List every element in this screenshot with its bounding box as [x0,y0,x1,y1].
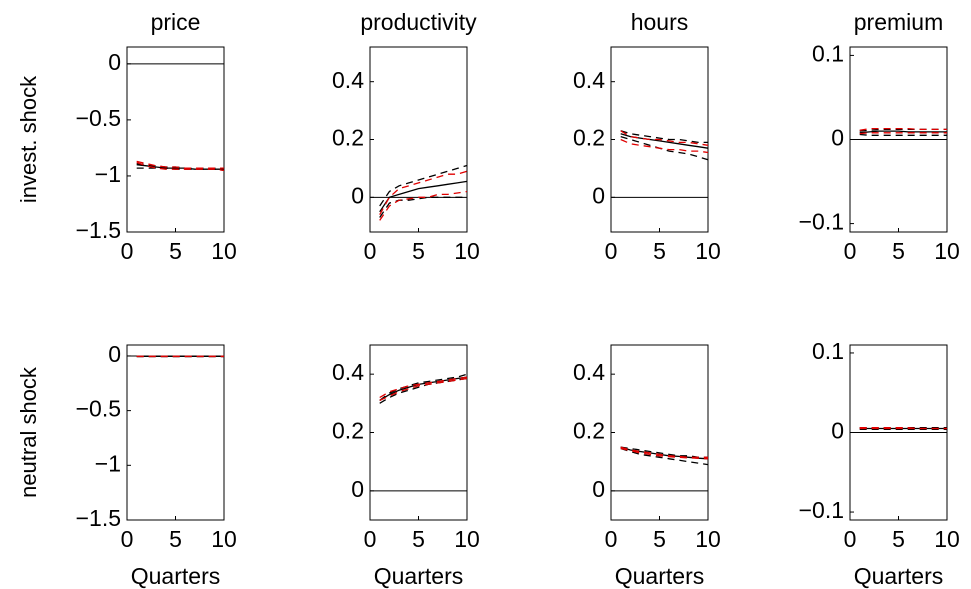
x-axis-label: Quarters [615,563,704,589]
x-tick-label: 5 [412,238,425,264]
series-line [859,127,947,131]
y-tick-label: 0 [351,476,364,502]
y-tick-label: 0.4 [332,67,364,93]
x-axis-label: Quarters [374,563,463,589]
y-tick-label: 0.2 [573,418,605,444]
series-line [620,138,709,154]
x-axis-label: Quarters [854,563,943,589]
plot-area [610,344,709,521]
series-line [859,130,947,134]
x-tick-label: 0 [605,526,618,552]
y-tick-label: −1.5 [76,217,121,243]
series-line [620,447,709,460]
plot-area [126,46,225,233]
x-tick-label: 10 [695,238,721,264]
y-tick-label: −1 [95,450,121,476]
series-line [620,447,709,466]
series-line [859,133,947,136]
y-axis-label: invest. shock [16,75,41,203]
x-tick-label: 10 [695,526,721,552]
x-tick-label: 5 [892,238,905,264]
y-tick-label: 0.4 [573,67,605,93]
x-tick-label: 0 [364,526,377,552]
series-line [136,161,225,171]
y-tick-label: 0 [592,182,605,208]
x-tick-label: 5 [169,526,182,552]
series-line [379,180,468,213]
x-tick-label: 10 [454,526,480,552]
y-tick-label: 0 [831,125,844,151]
x-tick-label: 10 [934,526,960,552]
y-tick-label: 0 [831,418,844,444]
panel-title: price [151,9,201,35]
y-tick-label: 0.4 [573,359,605,385]
y-tick-label: 0.1 [812,338,844,364]
x-tick-label: 0 [121,526,134,552]
y-tick-label: 0 [351,182,364,208]
y-tick-label: −0.1 [799,209,844,235]
series-line [136,160,224,169]
series-line [379,377,468,401]
y-tick-label: 0.2 [332,418,364,444]
y-tick-label: −0.5 [76,105,121,131]
series-line [379,376,468,399]
y-tick-label: 0.2 [573,125,605,151]
x-tick-label: 5 [169,238,182,264]
x-tick-label: 10 [211,238,237,264]
y-tick-label: −1.5 [76,505,121,531]
y-tick-label: −0.1 [799,497,844,523]
x-tick-label: 5 [653,526,666,552]
x-tick-label: 0 [121,238,134,264]
panel-title: productivity [360,9,477,35]
series-line [379,170,468,216]
y-tick-label: 0 [592,476,605,502]
series-line [620,446,708,458]
x-tick-label: 5 [412,526,425,552]
panel-title: premium [854,9,943,35]
x-tick-label: 10 [211,526,237,552]
x-axis-label: Quarters [131,563,220,589]
series-line [620,446,708,458]
x-tick-label: 0 [605,238,618,264]
plot-area [126,344,225,521]
plot-area [369,344,468,521]
x-tick-label: 10 [934,238,960,264]
y-tick-label: −0.5 [76,396,121,422]
y-tick-label: −1 [95,161,121,187]
series-line [379,196,467,218]
series-line [379,190,468,221]
y-tick-label: 0.1 [812,40,844,66]
series-line [620,130,709,146]
x-tick-label: 0 [844,238,857,264]
y-tick-label: 0 [108,49,121,75]
x-tick-label: 0 [844,526,857,552]
series-line [859,132,947,135]
x-tick-label: 0 [364,238,377,264]
x-tick-label: 10 [454,238,480,264]
y-tick-label: 0 [108,341,121,367]
panel-title: hours [631,9,689,35]
y-tick-label: 0.2 [332,125,364,151]
series-line [620,135,709,161]
series-line [379,373,468,401]
series-line [620,130,708,144]
y-axis-label: neutral shock [16,366,41,498]
y-tick-label: 0.4 [332,359,364,385]
x-tick-label: 5 [892,526,905,552]
x-tick-label: 5 [653,238,666,264]
series-line [379,164,468,207]
